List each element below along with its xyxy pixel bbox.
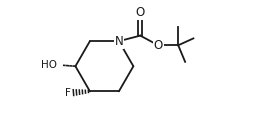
Text: HO: HO <box>41 60 57 70</box>
Text: N: N <box>115 35 123 48</box>
Text: O: O <box>154 39 163 52</box>
Text: F: F <box>65 88 71 98</box>
Text: O: O <box>136 6 145 19</box>
